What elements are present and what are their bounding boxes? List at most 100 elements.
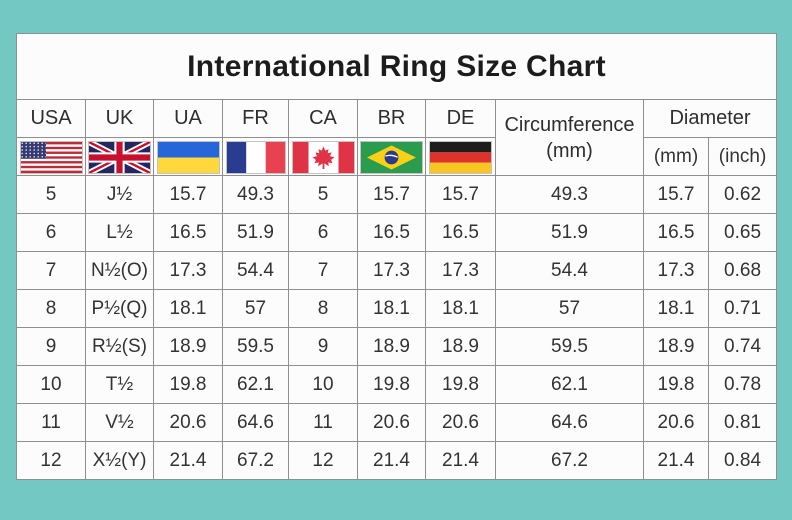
col-header-uk: UK <box>85 99 154 138</box>
col-header-usa: USA <box>16 99 86 138</box>
ring-size-chart-table: International Ring Size Chart USA UK UA … <box>15 33 778 480</box>
cell-ca: 8 <box>288 289 358 328</box>
cell-ua: 15.7 <box>153 175 223 214</box>
cell-diameter-inch: 0.65 <box>707 213 778 252</box>
ring-size-chart-panel: International Ring Size Chart USA UK UA … <box>15 33 778 480</box>
cell-br: 17.3 <box>357 251 426 290</box>
cell-de: 18.9 <box>425 327 496 366</box>
cell-diameter-mm: 18.9 <box>643 327 709 366</box>
col-header-diameter-mm: (mm) <box>643 137 709 176</box>
cell-ca: 7 <box>288 251 358 290</box>
cell-ua: 21.4 <box>153 441 223 480</box>
table-row: 12 X½(Y) 21.4 67.2 12 21.4 21.4 67.2 21.… <box>16 441 778 480</box>
usa-flag-icon <box>19 141 83 174</box>
table-row: 8 P½(Q) 18.1 57 8 18.1 18.1 57 18.1 0.71 <box>16 289 778 328</box>
cell-fr: 59.5 <box>222 327 289 366</box>
col-header-diameter-inch: (inch) <box>707 137 778 176</box>
col-header-fr: FR <box>222 99 289 138</box>
cell-circumference: 57 <box>495 289 644 328</box>
cell-usa: 7 <box>16 251 86 290</box>
cell-br: 21.4 <box>357 441 426 480</box>
cell-circumference: 54.4 <box>495 251 644 290</box>
col-header-ca: CA <box>288 99 358 138</box>
cell-diameter-mm: 17.3 <box>643 251 709 290</box>
flag-cell-usa <box>16 137 86 176</box>
cell-ca: 9 <box>288 327 358 366</box>
cell-circumference: 67.2 <box>495 441 644 480</box>
flag-cell-germany <box>425 137 496 176</box>
france-flag-icon <box>225 141 286 174</box>
cell-circumference: 64.6 <box>495 403 644 442</box>
cell-uk: R½(S) <box>85 327 154 366</box>
cell-diameter-mm: 15.7 <box>643 175 709 214</box>
flag-cell-ukraine <box>153 137 223 176</box>
cell-usa: 6 <box>16 213 86 252</box>
germany-flag-icon <box>429 141 492 174</box>
col-header-ua: UA <box>153 99 223 138</box>
cell-fr: 49.3 <box>222 175 289 214</box>
flag-cell-france <box>222 137 289 176</box>
cell-circumference: 51.9 <box>495 213 644 252</box>
ukraine-flag-icon <box>156 141 220 174</box>
flag-cell-canada <box>288 137 358 176</box>
cell-usa: 11 <box>16 403 86 442</box>
cell-fr: 62.1 <box>222 365 289 404</box>
cell-br: 18.9 <box>357 327 426 366</box>
cell-diameter-mm: 21.4 <box>643 441 709 480</box>
cell-diameter-inch: 0.71 <box>707 289 778 328</box>
cell-uk: J½ <box>85 175 154 214</box>
cell-de: 18.1 <box>425 289 496 328</box>
cell-ua: 17.3 <box>153 251 223 290</box>
column-header-row: USA UK UA FR CA BR DE Circumference (mm)… <box>16 99 778 176</box>
cell-usa: 8 <box>16 289 86 328</box>
cell-de: 21.4 <box>425 441 496 480</box>
table-row: 10 T½ 19.8 62.1 10 19.8 19.8 62.1 19.8 0… <box>16 365 778 404</box>
chart-title: International Ring Size Chart <box>15 33 778 100</box>
cell-uk: V½ <box>85 403 154 442</box>
cell-ua: 19.8 <box>153 365 223 404</box>
cell-ua: 20.6 <box>153 403 223 442</box>
cell-br: 15.7 <box>357 175 426 214</box>
table-row: 9 R½(S) 18.9 59.5 9 18.9 18.9 59.5 18.9 … <box>16 327 778 366</box>
col-header-diameter: Diameter <box>642 99 778 138</box>
cell-fr: 54.4 <box>222 251 289 290</box>
cell-diameter-inch: 0.78 <box>707 365 778 404</box>
flag-cell-brazil <box>357 137 426 176</box>
cell-ca: 11 <box>288 403 358 442</box>
table-row: 11 V½ 20.6 64.6 11 20.6 20.6 64.6 20.6 0… <box>16 403 778 442</box>
cell-uk: P½(Q) <box>85 289 154 328</box>
cell-ca: 5 <box>288 175 358 214</box>
cell-uk: N½(O) <box>85 251 154 290</box>
cell-ca: 6 <box>288 213 358 252</box>
cell-fr: 51.9 <box>222 213 289 252</box>
cell-uk: T½ <box>85 365 154 404</box>
flag-row: (mm) (inch) <box>16 137 778 176</box>
cell-uk: L½ <box>85 213 154 252</box>
cell-diameter-mm: 16.5 <box>643 213 709 252</box>
cell-circumference: 62.1 <box>495 365 644 404</box>
cell-usa: 12 <box>16 441 86 480</box>
cell-diameter-inch: 0.68 <box>707 251 778 290</box>
cell-de: 16.5 <box>425 213 496 252</box>
col-header-br: BR <box>357 99 426 138</box>
cell-br: 19.8 <box>357 365 426 404</box>
cell-usa: 9 <box>16 327 86 366</box>
cell-ua: 16.5 <box>153 213 223 252</box>
cell-ua: 18.1 <box>153 289 223 328</box>
cell-diameter-mm: 18.1 <box>643 289 709 328</box>
canada-flag-icon <box>291 141 355 174</box>
cell-de: 17.3 <box>425 251 496 290</box>
cell-diameter-mm: 19.8 <box>643 365 709 404</box>
cell-de: 15.7 <box>425 175 496 214</box>
col-header-circumference: Circumference (mm) <box>495 99 644 176</box>
col-header-de: DE <box>425 99 496 138</box>
cell-fr: 64.6 <box>222 403 289 442</box>
cell-diameter-inch: 0.84 <box>707 441 778 480</box>
cell-br: 18.1 <box>357 289 426 328</box>
table-row: 7 N½(O) 17.3 54.4 7 17.3 17.3 54.4 17.3 … <box>16 251 778 290</box>
table-row: 6 L½ 16.5 51.9 6 16.5 16.5 51.9 16.5 0.6… <box>16 213 778 252</box>
uk-flag-icon <box>88 141 151 174</box>
flag-cell-uk <box>85 137 154 176</box>
circumference-unit: (mm) <box>546 139 593 162</box>
